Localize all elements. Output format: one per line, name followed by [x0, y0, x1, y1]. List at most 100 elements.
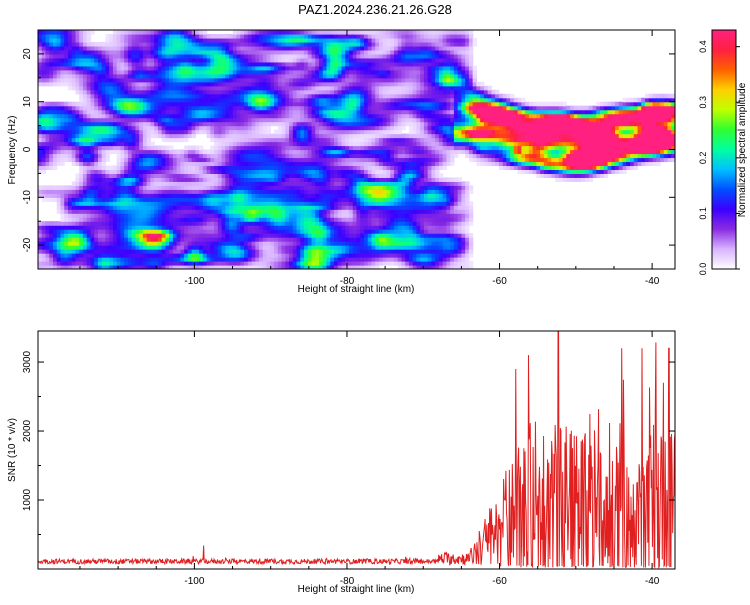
heatmap-cell [225, 245, 230, 250]
heatmap-cell [86, 153, 92, 159]
heatmap-cell [262, 109, 268, 115]
heatmap-cell [90, 245, 95, 250]
heatmap-cell [184, 61, 189, 67]
heatmap-cell [146, 101, 152, 107]
heatmap-cell [244, 89, 249, 95]
heatmap-cell [120, 189, 125, 194]
heatmap-cell [356, 97, 361, 103]
heatmap-cell [165, 257, 170, 262]
heatmap-cell [90, 173, 95, 178]
heatmap-cell [79, 53, 84, 59]
heatmap-cell [97, 225, 103, 230]
heatmap-cell [217, 189, 223, 194]
heatmap-cell [146, 93, 152, 99]
heatmap-cell [112, 125, 118, 131]
heatmap-cell [90, 117, 95, 123]
heatmap-cell [296, 253, 301, 258]
heatmap-cell [120, 149, 125, 155]
heatmap-cell [195, 53, 200, 59]
heatmap-cell [71, 73, 77, 79]
heatmap-cell [94, 105, 99, 111]
heatmap-cell [330, 97, 335, 103]
heatmap-cell [281, 193, 286, 198]
heatmap-cell [41, 133, 47, 139]
heatmap-cell [135, 113, 140, 119]
heatmap-cell [150, 181, 155, 186]
heatmap-cell [356, 165, 361, 171]
heatmap-cell [251, 157, 256, 163]
heatmap-cell [82, 185, 88, 190]
heatmap-cell [131, 129, 137, 135]
heatmap-cell [274, 77, 279, 83]
heatmap-cell [337, 129, 343, 135]
heatmap-cell [94, 201, 99, 206]
heatmap-cell [38, 185, 43, 190]
heatmap-cell [210, 189, 215, 194]
heatmap-cell [41, 249, 47, 254]
heatmap-cell [232, 165, 238, 171]
heatmap-cell [184, 125, 189, 131]
heatmap-cell [349, 73, 354, 79]
heatmap-cell [116, 181, 122, 186]
heatmap-cell [345, 245, 350, 250]
heatmap-cell [326, 225, 331, 230]
heatmap-cell [352, 205, 358, 210]
heatmap-cell [139, 41, 144, 47]
heatmap-cell [259, 41, 264, 47]
heatmap-cell [221, 249, 226, 254]
heatmap-cell [172, 245, 178, 250]
heatmap-cell [206, 129, 211, 135]
heatmap-cell [56, 49, 62, 55]
heatmap-cell [52, 61, 58, 67]
heatmap-cell [112, 205, 118, 210]
heatmap-cell [307, 133, 313, 139]
heatmap-cell [262, 213, 268, 218]
heatmap-cell [221, 169, 226, 174]
heatmap-cell [116, 141, 122, 147]
heatmap-cell [251, 181, 256, 186]
heatmap-cell [127, 45, 133, 51]
heatmap-cell [131, 30, 137, 35]
heatmap-cell [307, 153, 313, 159]
heatmap-cell [296, 185, 301, 190]
heatmap-cell [330, 189, 335, 194]
heatmap-cell [139, 77, 144, 83]
heatmap-cell [349, 69, 354, 75]
heatmap-cell [326, 133, 331, 139]
heatmap-cell [311, 153, 316, 159]
heatmap-cell [270, 265, 275, 269]
heatmap-cell [94, 61, 99, 67]
heatmap-cell [285, 117, 290, 123]
heatmap-cell [202, 185, 208, 190]
heatmap-cell [172, 261, 178, 266]
heatmap-cell [120, 253, 125, 258]
heatmap-cell [330, 213, 335, 218]
heatmap-cell [41, 157, 47, 163]
heatmap-cell [214, 125, 219, 131]
heatmap-cell [109, 141, 114, 147]
heatmap-cell [199, 37, 204, 43]
heatmap-cell [150, 173, 155, 178]
heatmap-cell [105, 125, 110, 131]
heatmap-cell [266, 217, 271, 222]
heatmap-cell [319, 185, 324, 190]
heatmap-cell [262, 185, 268, 190]
heatmap-cell [127, 129, 133, 135]
heatmap-cell [49, 185, 54, 190]
heatmap-cell [322, 241, 328, 246]
heatmap-cell [120, 205, 125, 210]
heatmap-cell [236, 105, 241, 111]
heatmap-cell [172, 53, 178, 59]
heatmap-cell [191, 45, 196, 51]
heatmap-cell [244, 165, 249, 171]
heatmap-cell [240, 145, 245, 151]
heatmap-cell [247, 233, 253, 238]
heatmap-cell [154, 65, 159, 71]
heatmap-cell [206, 157, 211, 163]
heatmap-cell [277, 225, 283, 230]
heatmap-cell [86, 221, 92, 226]
heatmap-cell [330, 57, 335, 63]
heatmap-cell [56, 57, 62, 63]
heatmap-cell [90, 30, 95, 35]
heatmap-cell [225, 53, 230, 59]
